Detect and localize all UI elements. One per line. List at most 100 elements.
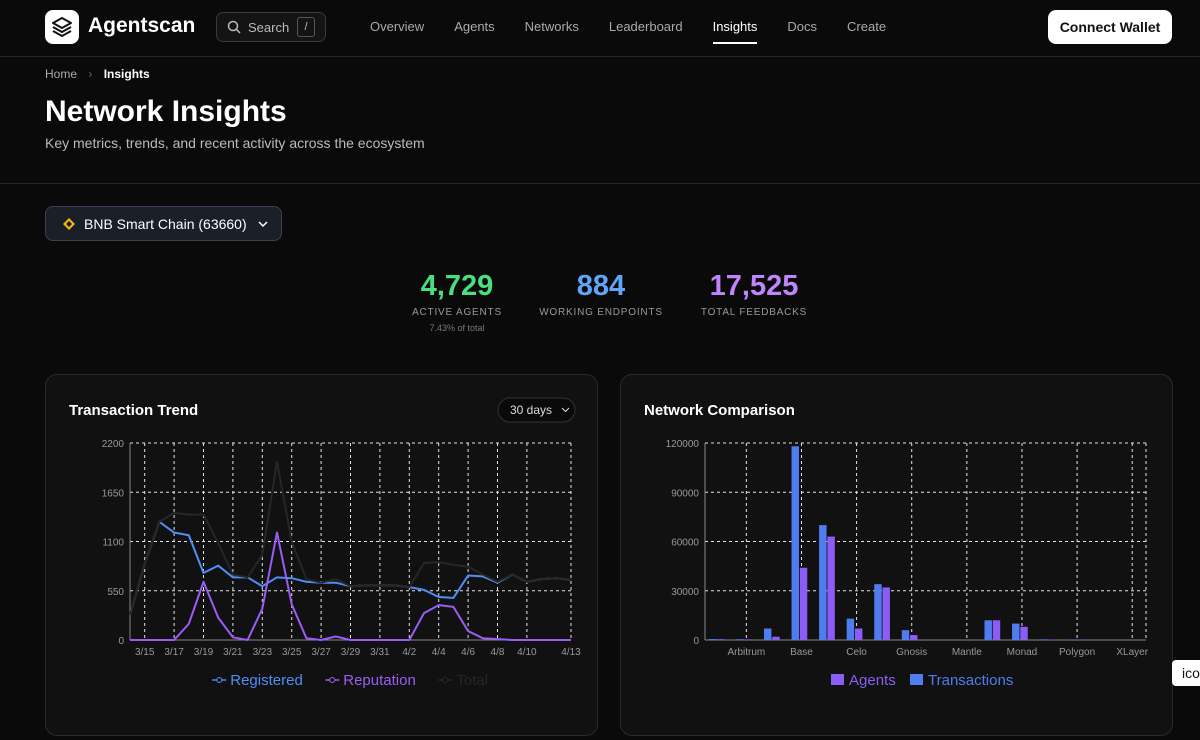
bar <box>772 637 779 640</box>
chart: Transaction Trend 30 days 0 550 1100 1650 2200… <box>46 375 597 735</box>
x-tick-label: Mantle <box>952 647 982 658</box>
x-tick-label: Arbitrum <box>727 647 765 658</box>
line <box>130 462 571 615</box>
breadcrumb-link[interactable]: Home <box>45 67 77 81</box>
y-tick-label: 60000 <box>671 538 699 549</box>
bar <box>1040 639 1047 640</box>
breadcrumb: Home › Insights <box>45 67 150 81</box>
chart-card: Network Comparison 0 30000 60000 90000 120000… <box>620 374 1173 736</box>
bar <box>709 639 716 640</box>
network-icon <box>62 217 76 231</box>
bar <box>764 629 771 640</box>
stat-value: 884 <box>526 270 676 303</box>
x-tick-label: 3/31 <box>370 647 390 658</box>
y-tick-label: 90000 <box>671 488 699 499</box>
nav-link[interactable]: Insights <box>713 19 758 44</box>
stat-label: TOTAL FEEDBACKS <box>679 307 829 318</box>
search-shortcut: / <box>297 17 315 37</box>
breadcrumb-separator: › <box>88 67 92 81</box>
page-subtitle: Key metrics, trends, and recent activity… <box>45 135 425 151</box>
bar <box>745 639 752 640</box>
stat-label: WORKING ENDPOINTS <box>526 307 676 318</box>
x-tick-label: 3/29 <box>341 647 361 658</box>
x-tick-label: 4/6 <box>461 647 475 658</box>
breadcrumb-current: Insights <box>104 67 150 81</box>
bar <box>819 525 826 640</box>
connect-wallet-button[interactable]: Connect Wallet <box>1048 10 1172 44</box>
network-selector[interactable]: BNB Smart Chain (63660) <box>45 206 282 241</box>
chart: Network Comparison 0 30000 60000 90000 120000… <box>621 375 1172 735</box>
legend-label: Agents <box>849 672 896 689</box>
bar <box>1012 624 1019 640</box>
tooltip: ico <box>1172 660 1200 686</box>
bar <box>827 537 834 640</box>
bar <box>855 629 862 640</box>
bar <box>792 446 799 640</box>
brand[interactable]: Agentscan <box>88 14 195 38</box>
stat-note: 7.43% of total <box>382 323 532 333</box>
x-tick-label: XLayer <box>1116 647 1148 658</box>
nav-link[interactable]: Overview <box>370 19 424 44</box>
legend-label: Reputation <box>343 672 416 689</box>
nav-link[interactable]: Agents <box>454 19 494 44</box>
bar <box>1020 627 1027 640</box>
page-title: Network Insights <box>45 95 287 129</box>
stat-label: ACTIVE AGENTS <box>382 307 532 318</box>
legend-swatch <box>831 674 844 685</box>
y-tick-label: 1100 <box>102 538 124 549</box>
x-tick-label: 4/4 <box>432 647 446 658</box>
search-icon <box>227 20 241 34</box>
nav-link[interactable]: Leaderboard <box>609 19 683 44</box>
x-tick-label: 3/15 <box>135 647 155 658</box>
stat-value: 17,525 <box>679 270 829 303</box>
nav-link[interactable]: Networks <box>525 19 579 44</box>
chart-title: Network Comparison <box>644 402 795 419</box>
x-tick-label: 4/8 <box>491 647 505 658</box>
nav-link[interactable]: Create <box>847 19 886 44</box>
y-tick-label: 120000 <box>666 439 700 450</box>
x-tick-label: 4/2 <box>402 647 416 658</box>
y-tick-label: 0 <box>118 636 124 647</box>
stat-value: 4,729 <box>382 270 532 303</box>
x-tick-label: 4/10 <box>517 647 537 658</box>
bar <box>993 620 1000 640</box>
x-tick-label: Gnosis <box>896 647 927 658</box>
bar <box>910 635 917 640</box>
search-box[interactable]: Search / <box>216 12 326 42</box>
x-tick-label: 3/27 <box>311 647 331 658</box>
y-tick-label: 0 <box>693 636 699 647</box>
bar <box>800 568 807 640</box>
x-tick-label: 3/19 <box>194 647 214 658</box>
bar <box>717 639 724 640</box>
legend-label: Transactions <box>928 672 1013 689</box>
chevron <box>257 218 269 230</box>
x-tick-label: Celo <box>846 647 867 658</box>
x-tick-label: Base <box>790 647 813 658</box>
y-tick-label: 30000 <box>671 587 699 598</box>
bar <box>984 620 991 640</box>
nav-links: Overview Agents Networks Leaderboard Insight… <box>370 19 886 44</box>
bar <box>883 587 890 640</box>
x-tick-label: 3/21 <box>223 647 243 658</box>
x-tick-label: Monad <box>1007 647 1038 658</box>
y-tick-label: 1650 <box>102 488 125 499</box>
x-tick-label: 3/25 <box>282 647 302 658</box>
legend-label: Registered <box>230 672 303 689</box>
logo[interactable] <box>45 10 79 44</box>
y-tick-label: 2200 <box>102 439 125 450</box>
search-placeholder: Search <box>248 20 289 35</box>
bar <box>847 619 854 640</box>
x-tick-label: Polygon <box>1059 647 1095 658</box>
legend-swatch <box>217 678 222 683</box>
x-tick-label: 4/13 <box>561 647 581 658</box>
range-selector-label: 30 days <box>510 403 552 417</box>
chart-title: Transaction Trend <box>69 402 198 419</box>
bar <box>902 630 909 640</box>
nav-link[interactable]: Docs <box>787 19 817 44</box>
logo-icon <box>45 10 79 44</box>
legend-swatch <box>910 674 923 685</box>
network-name: BNB Smart Chain (63660) <box>84 216 247 232</box>
divider <box>0 183 1200 184</box>
x-tick-label: 3/23 <box>253 647 273 658</box>
y-tick-label: 550 <box>107 587 124 598</box>
